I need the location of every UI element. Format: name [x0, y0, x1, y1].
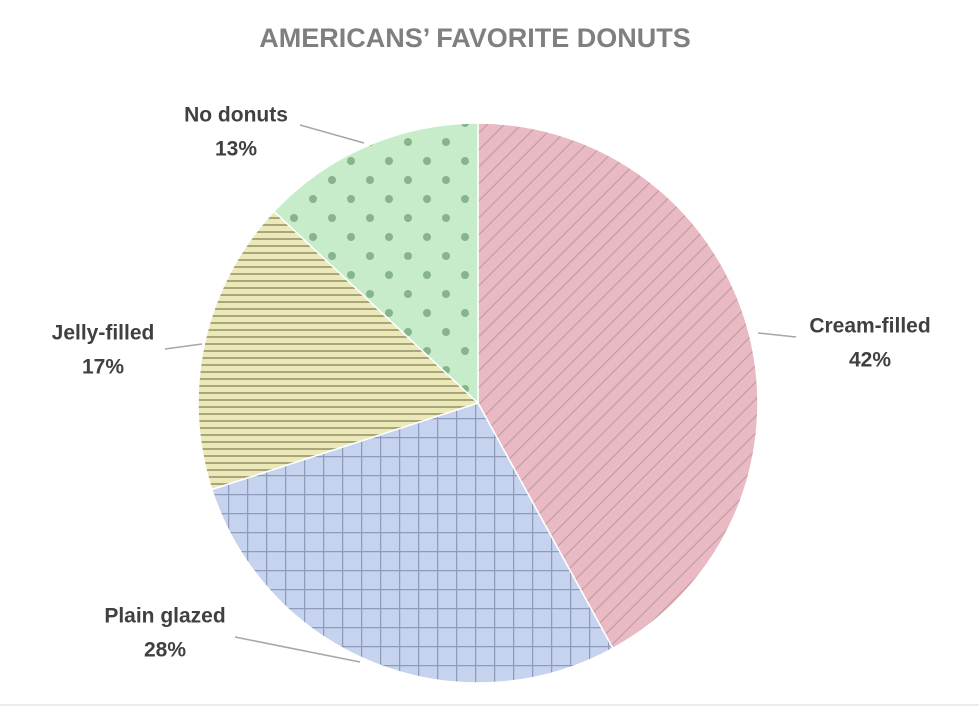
slice-label: Jelly-filled: [52, 322, 155, 345]
leader-line: [164, 343, 203, 350]
chart-title: AMERICANS’ FAVORITE DONUTS: [259, 23, 691, 53]
slice-label: Cream-filled: [809, 315, 930, 338]
value-label: 13%: [215, 138, 257, 161]
leader-line: [757, 332, 797, 338]
pie-slice: [272, 122, 479, 405]
leader-line: [234, 636, 361, 663]
pie-slice: [210, 402, 614, 684]
leader-line: [299, 124, 365, 144]
pie-slice: [197, 210, 480, 491]
slice-label: No donuts: [184, 104, 288, 127]
value-label: 28%: [144, 639, 186, 662]
value-label: 17%: [82, 356, 124, 379]
pie-slice: [477, 122, 759, 650]
value-label: 42%: [849, 349, 891, 372]
slice-label: Plain glazed: [104, 605, 225, 628]
